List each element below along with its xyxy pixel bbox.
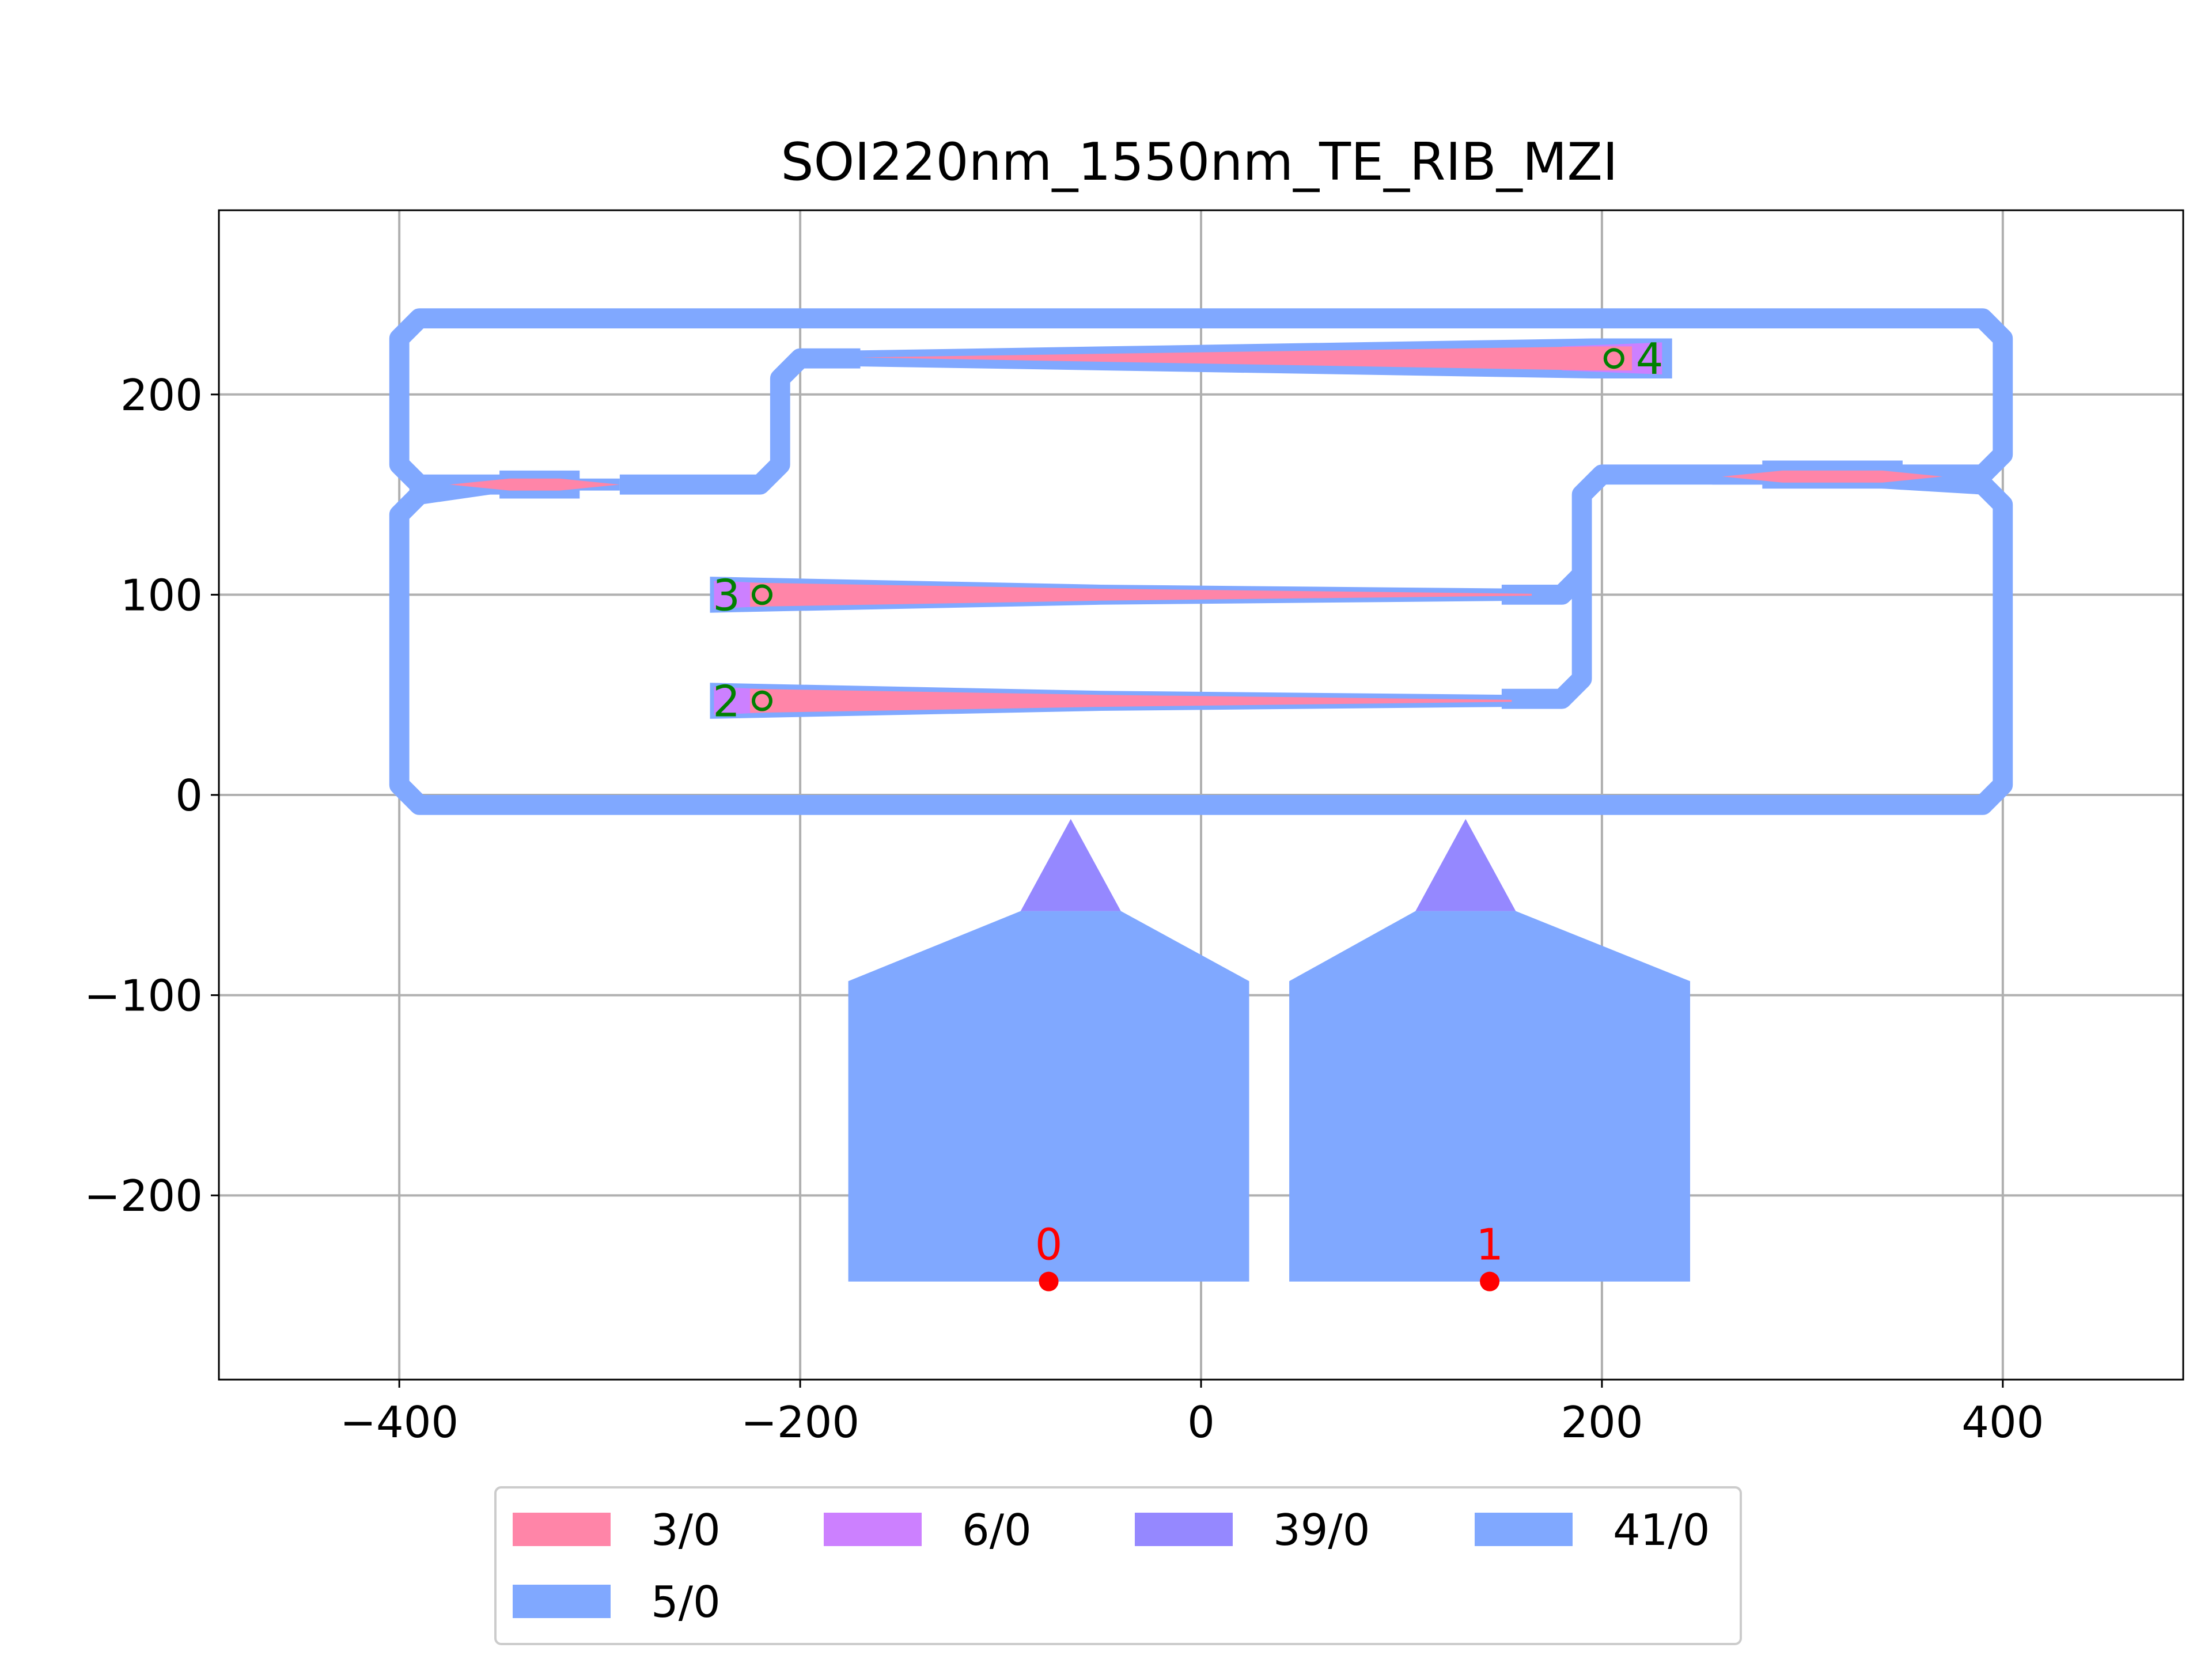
waveguide-core: [449, 478, 620, 491]
waveguide-cladding-path: [1501, 570, 1592, 709]
legend-swatch: [513, 1513, 611, 1546]
port-marker-3: [751, 584, 772, 605]
waveguide-core: [860, 346, 1633, 371]
waveguide-cladding-path: [389, 308, 2013, 495]
waveguide-cladding-path: [1501, 464, 1802, 605]
layout-shapes: [389, 308, 2013, 1282]
legend-label: 5/0: [651, 1577, 721, 1627]
waveguide-core: [750, 582, 1532, 607]
legend-box: [494, 1486, 1742, 1645]
x-tick-label: −400: [340, 1397, 459, 1448]
port-marker-1: [1480, 1271, 1500, 1291]
port-marker-2: [751, 690, 772, 711]
x-tick-label: 0: [1187, 1397, 1215, 1448]
y-tick-label: 100: [120, 570, 203, 620]
port-marker-0: [1039, 1271, 1059, 1291]
ports: 0 1 2 3 4: [713, 334, 1664, 1291]
plot-title: SOI220nm_1550nm_TE_RIB_MZI: [781, 132, 1618, 192]
legend-swatch: [513, 1585, 611, 1618]
legend-swatch: [1475, 1513, 1573, 1546]
x-tick-label: −200: [741, 1397, 859, 1448]
heater-via: [1415, 819, 1516, 911]
axis-ticks: −400 −200 0 200 400 −200 −100 0 100 200: [84, 370, 2044, 1448]
waveguide-cladding-path: [619, 348, 861, 495]
legend-swatch: [824, 1513, 922, 1546]
heater-metal-pad: [1289, 911, 1690, 1282]
port-label-4: 4: [1636, 334, 1664, 384]
x-tick-label: 200: [1560, 1397, 1643, 1448]
legend-label: 39/0: [1273, 1505, 1370, 1555]
y-tick-label: −200: [84, 1171, 203, 1221]
legend-label: 41/0: [1613, 1505, 1710, 1555]
x-tick-label: 400: [1961, 1397, 2044, 1448]
heater-via: [1020, 819, 1121, 911]
port-label-0: 0: [1035, 1219, 1063, 1270]
legend-label: 3/0: [651, 1505, 721, 1555]
y-tick-label: 200: [120, 370, 203, 421]
waveguide-core: [1722, 470, 1943, 483]
legend-label: 6/0: [962, 1505, 1032, 1555]
port-label-3: 3: [713, 570, 740, 620]
port-label-2: 2: [713, 676, 740, 727]
heater-metal-pad: [848, 911, 1249, 1282]
waveguide-core: [750, 688, 1512, 713]
port-label-1: 1: [1476, 1219, 1503, 1270]
port-marker-4: [1603, 348, 1624, 369]
legend: 3/0 6/0 39/0 41/0 5/0: [494, 1486, 1742, 1645]
y-tick-label: 0: [175, 770, 203, 821]
waveguide-cladding-path: [389, 468, 2013, 815]
y-tick-label: −100: [84, 971, 203, 1021]
legend-swatch: [1135, 1513, 1233, 1546]
